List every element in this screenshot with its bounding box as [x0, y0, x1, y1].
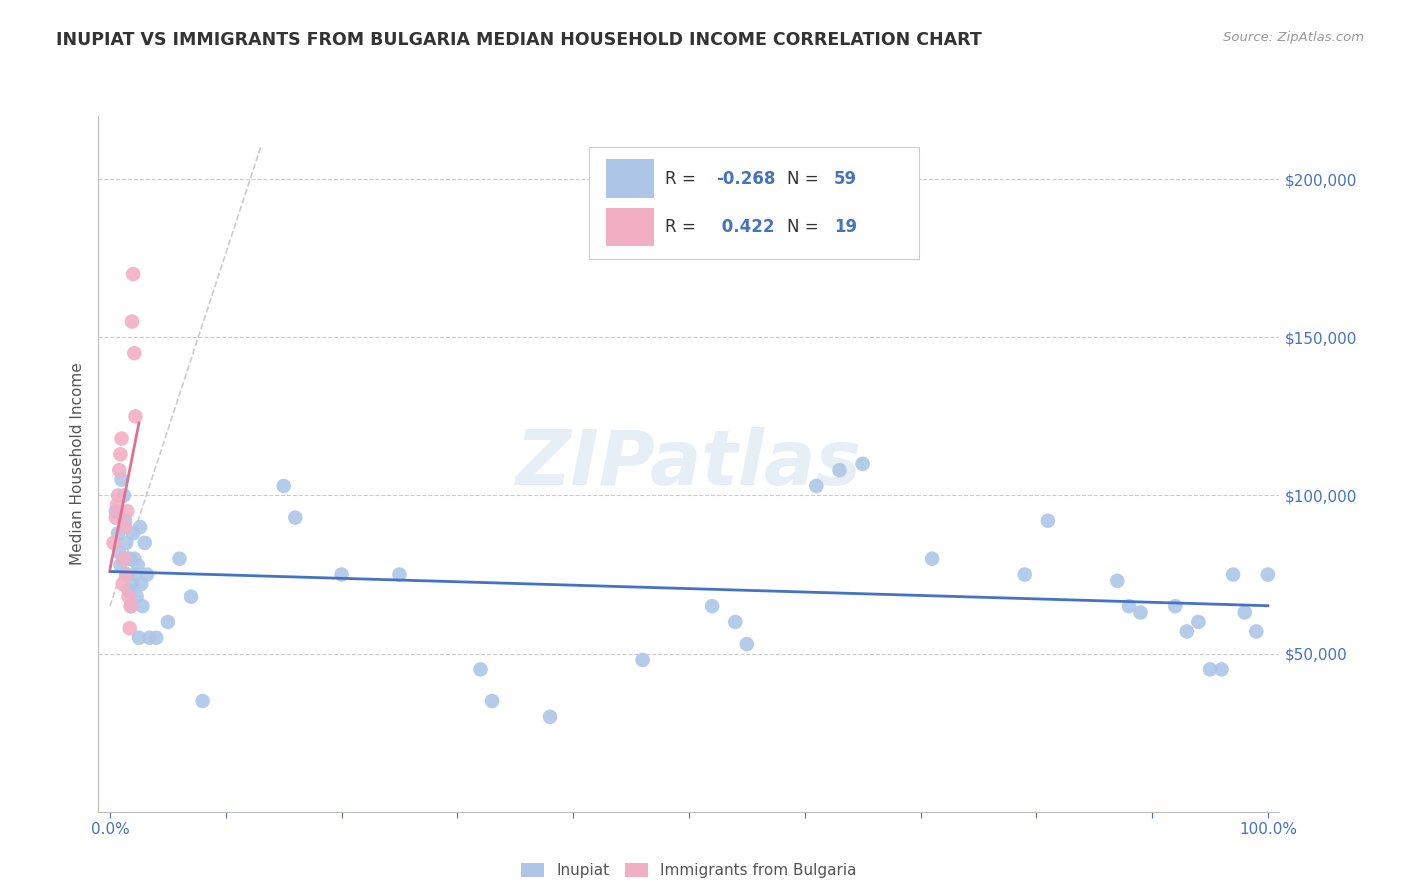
Point [828, 463, 851, 477]
Point [110, 447, 132, 461]
Y-axis label: Median Household Income: Median Household Income [69, 362, 84, 566]
Text: R =: R = [665, 169, 702, 187]
Point [1222, 567, 1244, 582]
Point [1246, 624, 1268, 639]
Bar [606, 208, 654, 246]
Point [115, 536, 138, 550]
Point [169, 551, 191, 566]
Point [1175, 624, 1198, 639]
Point [127, 558, 149, 572]
Point [110, 473, 132, 487]
Point [1199, 662, 1222, 676]
Text: 19: 19 [834, 219, 858, 236]
Point [107, 526, 129, 541]
Point [120, 599, 142, 614]
Point [121, 577, 143, 591]
Point [128, 631, 150, 645]
Point [631, 653, 654, 667]
Point [273, 479, 295, 493]
Point [125, 590, 148, 604]
Point [121, 314, 143, 328]
Point [330, 567, 353, 582]
Text: N =: N = [787, 169, 824, 187]
Point [1187, 615, 1209, 629]
Point [111, 577, 134, 591]
Point [481, 694, 503, 708]
Text: R =: R = [665, 219, 702, 236]
Point [921, 551, 943, 566]
Point [117, 583, 139, 598]
Text: N =: N = [787, 219, 824, 236]
Bar [606, 160, 654, 198]
Point [1129, 606, 1152, 620]
Point [107, 488, 129, 502]
Point [1014, 567, 1036, 582]
Point [114, 514, 136, 528]
Point [134, 536, 156, 550]
Point [131, 599, 153, 614]
Legend: Inupiat, Immigrants from Bulgaria: Inupiat, Immigrants from Bulgaria [515, 857, 863, 884]
Point [110, 432, 132, 446]
Point [388, 567, 411, 582]
Point [114, 520, 136, 534]
Point [105, 498, 128, 512]
FancyBboxPatch shape [589, 147, 920, 259]
Point [104, 510, 127, 524]
Point [117, 567, 139, 582]
Point [1118, 599, 1140, 614]
Text: Source: ZipAtlas.com: Source: ZipAtlas.com [1223, 31, 1364, 45]
Point [538, 710, 561, 724]
Point [124, 409, 146, 424]
Point [806, 479, 828, 493]
Point [724, 615, 747, 629]
Point [124, 346, 146, 360]
Point [124, 551, 146, 566]
Point [110, 558, 132, 572]
Text: 0.422: 0.422 [716, 219, 775, 236]
Point [103, 536, 125, 550]
Point [129, 520, 152, 534]
Point [112, 551, 135, 566]
Point [120, 599, 142, 614]
Point [118, 621, 141, 635]
Point [700, 599, 723, 614]
Point [117, 504, 139, 518]
Point [129, 577, 152, 591]
Point [108, 463, 131, 477]
Point [108, 545, 131, 559]
Text: -0.268: -0.268 [716, 169, 776, 187]
Point [115, 567, 138, 582]
Point [112, 488, 135, 502]
Point [117, 590, 139, 604]
Text: INUPIAT VS IMMIGRANTS FROM BULGARIA MEDIAN HOUSEHOLD INCOME CORRELATION CHART: INUPIAT VS IMMIGRANTS FROM BULGARIA MEDI… [56, 31, 981, 49]
Point [145, 631, 167, 645]
Point [136, 567, 159, 582]
Point [138, 631, 160, 645]
Point [735, 637, 758, 651]
Point [118, 551, 141, 566]
Point [122, 267, 145, 281]
Point [1107, 574, 1129, 588]
Point [470, 662, 492, 676]
Point [1211, 662, 1233, 676]
Point [122, 526, 145, 541]
Point [1036, 514, 1059, 528]
Point [124, 567, 146, 582]
Text: 59: 59 [834, 169, 858, 187]
Point [1257, 567, 1279, 582]
Point [284, 510, 307, 524]
Point [156, 615, 179, 629]
Point [180, 590, 202, 604]
Point [191, 694, 214, 708]
Point [852, 457, 875, 471]
Point [1233, 606, 1256, 620]
Point [104, 504, 127, 518]
Text: ZIPatlas: ZIPatlas [516, 427, 862, 500]
Point [1164, 599, 1187, 614]
